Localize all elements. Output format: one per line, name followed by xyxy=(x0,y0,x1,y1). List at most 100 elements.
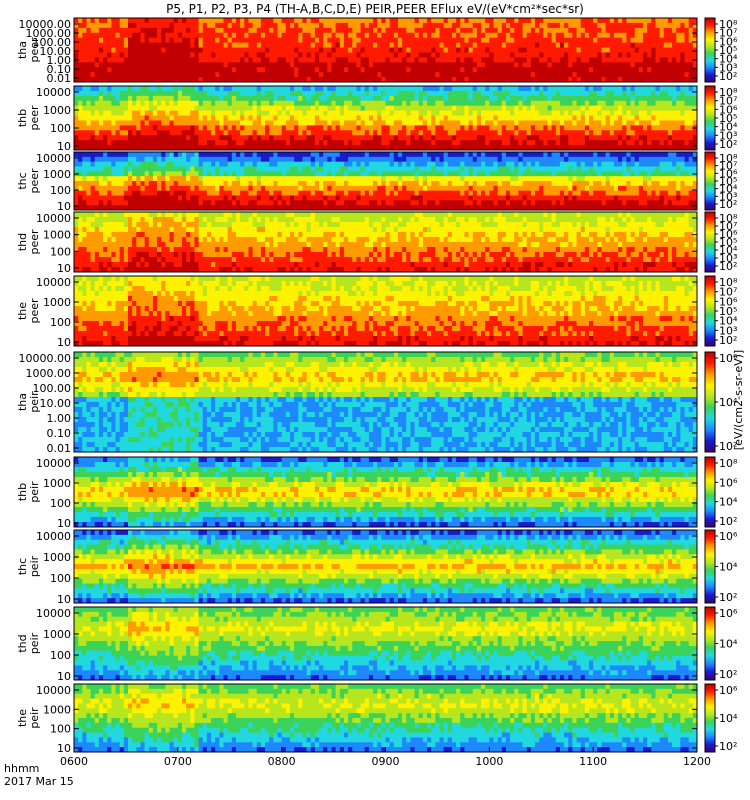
spectrogram-cell xyxy=(277,72,283,78)
spectrogram-cell xyxy=(327,195,332,201)
spectrogram-cell xyxy=(165,62,170,68)
spectrogram-cell xyxy=(526,72,532,78)
spectrogram-cell xyxy=(389,37,395,44)
spectrogram-cell xyxy=(497,140,503,146)
spectrogram-cell xyxy=(90,72,96,78)
spectrogram-cell xyxy=(252,171,258,177)
spectrogram-cell xyxy=(373,152,378,158)
spectrogram-cell xyxy=(526,18,532,24)
spectrogram-cell xyxy=(111,86,116,92)
spectrogram-cell xyxy=(132,110,137,116)
spectrogram-cell xyxy=(169,205,175,211)
spectrogram-cell xyxy=(414,152,420,158)
spectrogram-cell xyxy=(285,90,291,97)
spectrogram-cell xyxy=(190,100,195,107)
spectrogram-cell xyxy=(231,140,237,146)
spectrogram-cell xyxy=(277,27,283,34)
spectrogram-cell xyxy=(410,57,415,63)
spectrogram-cell xyxy=(393,190,399,196)
spectrogram-cell xyxy=(314,32,320,39)
spectrogram-cell xyxy=(202,200,208,206)
spectrogram-cell xyxy=(202,185,208,192)
spectrogram-cell xyxy=(468,37,474,44)
spectrogram-cell xyxy=(219,110,224,116)
spectrogram-cell xyxy=(364,181,370,187)
spectrogram-cell xyxy=(564,86,569,92)
spectrogram-cell xyxy=(676,95,681,102)
spectrogram-cell xyxy=(294,95,299,102)
spectrogram-cell xyxy=(609,125,615,131)
spectrogram-cell xyxy=(352,125,357,131)
spectrogram-cell xyxy=(406,100,411,107)
spectrogram-cell xyxy=(248,176,253,182)
spectrogram-cell xyxy=(235,100,241,107)
spectrogram-cell xyxy=(418,190,424,196)
spectrogram-cell xyxy=(231,120,237,126)
spectrogram-cell xyxy=(510,37,515,44)
spectrogram-cell xyxy=(526,42,532,48)
spectrogram-cell xyxy=(651,62,656,68)
spectrogram-cell xyxy=(169,90,175,97)
spectrogram-cell xyxy=(622,18,627,24)
spectrogram-cell xyxy=(584,86,590,92)
spectrogram-cell xyxy=(605,145,611,151)
spectrogram-cell xyxy=(281,90,287,97)
spectrogram-cell xyxy=(663,125,669,131)
spectrogram-cell xyxy=(223,166,229,172)
spectrogram-cell xyxy=(393,86,399,92)
spectrogram-cell xyxy=(348,130,353,136)
spectrogram-cell xyxy=(260,32,266,39)
spectrogram-cell xyxy=(464,145,469,151)
spectrogram-cell xyxy=(331,22,337,29)
spectrogram-cell xyxy=(310,27,316,34)
spectrogram-cell xyxy=(127,100,133,107)
spectrogram-cell xyxy=(206,22,212,29)
spectrogram-cell xyxy=(497,86,503,92)
spectrogram-cell xyxy=(219,171,224,177)
spectrogram-cell xyxy=(406,176,411,182)
spectrogram-cell xyxy=(181,120,187,126)
spectrogram-cell xyxy=(605,32,611,39)
spectrogram-cell xyxy=(211,120,216,126)
spectrogram-cell xyxy=(194,200,199,206)
spectrogram-cell xyxy=(123,200,129,206)
spectrogram-cell xyxy=(314,42,320,48)
spectrogram-cell xyxy=(443,18,449,24)
spectrogram-cell xyxy=(539,42,544,48)
spectrogram-cell xyxy=(605,100,611,107)
spectrogram-cell xyxy=(352,200,357,206)
spectrogram-cell xyxy=(393,105,399,112)
spectrogram-cell xyxy=(298,37,303,44)
spectrogram-cell xyxy=(248,166,253,172)
spectrogram-cell xyxy=(427,110,432,116)
spectrogram-cell xyxy=(194,90,199,97)
spectrogram-cell xyxy=(593,72,598,78)
spectrogram-cell xyxy=(356,47,361,53)
spectrogram-cell xyxy=(152,161,158,167)
spectrogram-cell xyxy=(643,47,648,53)
spectrogram-cell xyxy=(385,181,391,187)
spectrogram-cell xyxy=(285,110,291,116)
spectrogram-cell xyxy=(285,115,291,121)
spectrogram-cell xyxy=(319,57,324,63)
spectrogram-cell xyxy=(630,140,636,146)
spectrogram-cell xyxy=(418,47,424,53)
spectrogram-cell xyxy=(410,52,415,58)
spectrogram-cell xyxy=(90,205,96,211)
spectrogram-cell xyxy=(456,120,461,126)
spectrogram-cell xyxy=(140,77,145,83)
spectrogram-cell xyxy=(643,100,648,107)
spectrogram-cell xyxy=(148,72,154,78)
spectrogram-cell xyxy=(82,145,87,151)
spectrogram-cell xyxy=(451,95,457,102)
spectrogram-cell xyxy=(393,42,399,48)
spectrogram-cell xyxy=(285,181,291,187)
spectrogram-cell xyxy=(551,67,557,73)
spectrogram-cell xyxy=(418,95,424,102)
spectrogram-cell xyxy=(692,120,698,126)
spectrogram-cell xyxy=(443,100,449,107)
spectrogram-cell xyxy=(435,42,440,48)
spectrogram-cell xyxy=(659,90,665,97)
spectrogram-cell xyxy=(373,200,378,206)
spectrogram-cell xyxy=(252,22,258,29)
